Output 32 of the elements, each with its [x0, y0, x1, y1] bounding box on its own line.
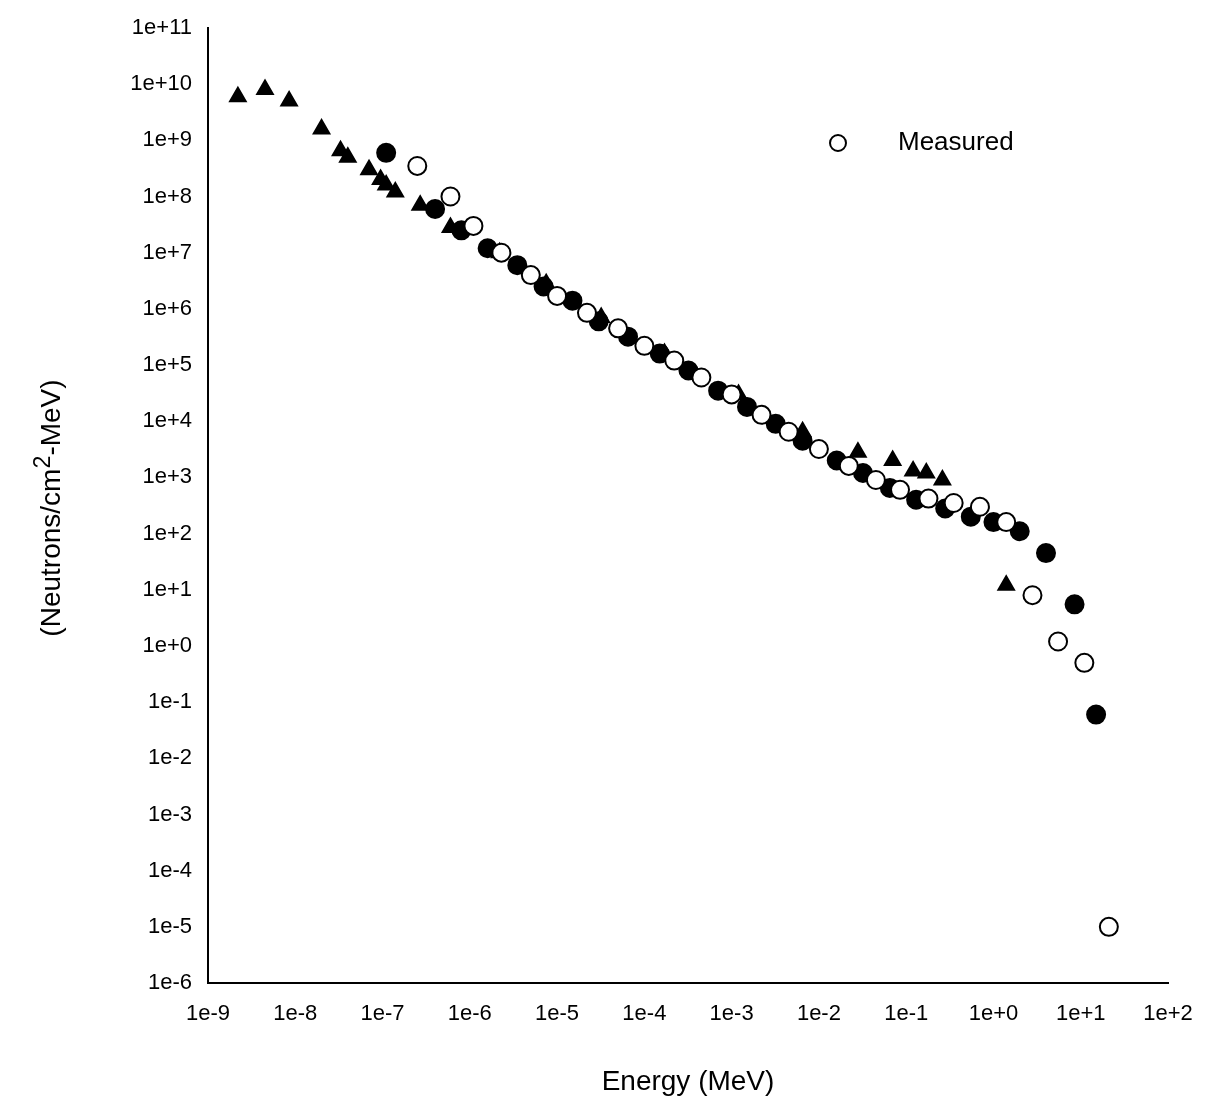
y-tick-label: 1e-1	[147, 688, 192, 714]
x-tick-label: 1e-5	[535, 1000, 580, 1026]
y-tick-label: 1e+6	[142, 294, 192, 320]
x-tick-label: 1e-2	[796, 1000, 841, 1026]
y-tick-label: 1e+7	[142, 238, 192, 264]
x-tick-label: 1e-9	[185, 1000, 231, 1026]
legend-label: Measured	[898, 126, 1014, 157]
x-tick-label: 1e+2	[1143, 1000, 1193, 1026]
x-tick-label: 1e+1	[1055, 1000, 1106, 1026]
x-axis-title: Energy (MeV)	[601, 1064, 775, 1096]
x-tick-label: 1e-8	[273, 1000, 318, 1026]
y-tick-label: 1e+2	[142, 519, 192, 545]
x-tick-label: 1e-7	[360, 1000, 405, 1026]
x-tick-label: 1e-4	[622, 1000, 667, 1026]
y-tick-label: 1e-3	[147, 800, 192, 826]
y-tick-label: 1e+5	[142, 351, 192, 377]
y-tick-label: 1e+10	[130, 70, 192, 96]
y-tick-label: 1e-6	[147, 969, 192, 995]
x-tick-label: 1e-1	[884, 1000, 929, 1026]
y-tick-label: 1e+11	[131, 14, 192, 40]
y-tick-label: 1e+3	[142, 463, 192, 489]
y-tick-label: 1e-2	[147, 744, 192, 770]
y-tick-label: 1e-4	[147, 856, 192, 882]
x-tick-label: 1e-6	[447, 1000, 492, 1026]
y-tick-label: 1e+1	[142, 575, 192, 601]
y-tick-label: 1e-5	[147, 912, 192, 938]
y-tick-label: 1e+0	[142, 632, 192, 657]
y-tick-label: 1e+4	[142, 407, 192, 433]
y-tick-label: 1e+9	[142, 126, 192, 152]
x-tick-label: 1e-3	[709, 1000, 754, 1026]
x-tick-label: 1e+0	[968, 1000, 1019, 1026]
y-tick-label: 1e+8	[142, 182, 192, 208]
